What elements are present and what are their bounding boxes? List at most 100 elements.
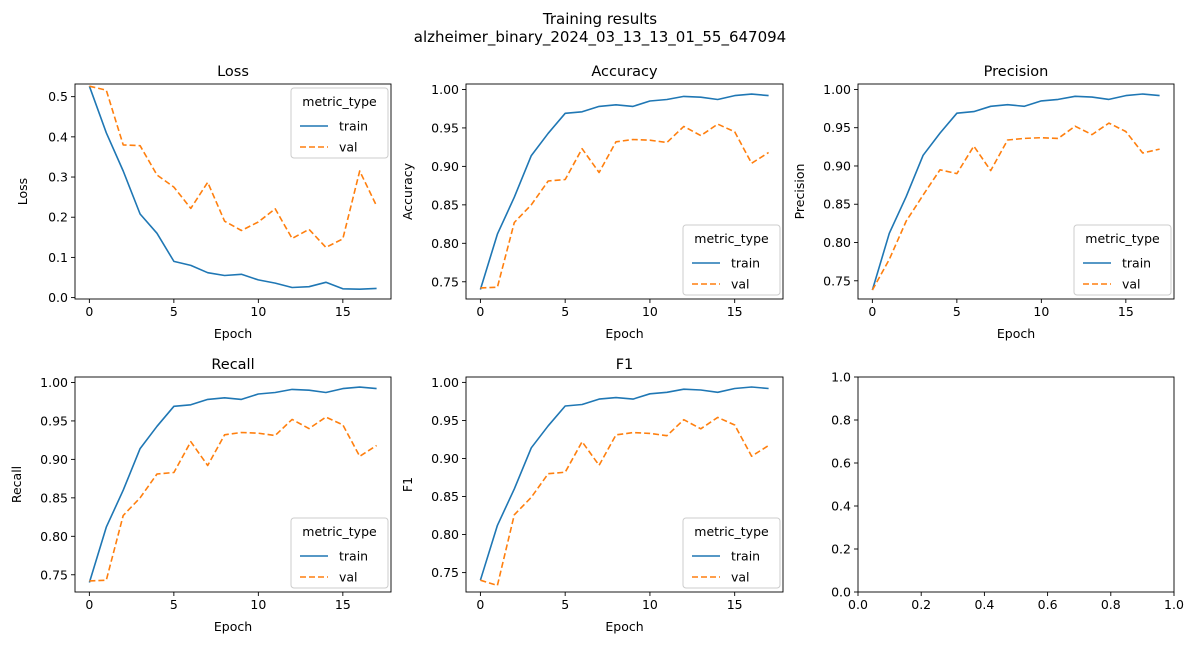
series-line-train <box>479 386 769 581</box>
y-tick-label: 0.95 <box>40 413 68 428</box>
x-tick-label: 5 <box>953 304 961 319</box>
y-tick-label: 0.1 <box>48 250 68 265</box>
y-tick-label: 1.0 <box>831 370 851 385</box>
series-line-train <box>871 93 1160 291</box>
y-tick-label: 0.80 <box>431 527 459 542</box>
series-line-val <box>871 122 1160 291</box>
legend-label-train: train <box>339 549 368 564</box>
figure-title: Training results <box>542 10 658 28</box>
legend-label-val: val <box>339 570 358 585</box>
y-tick-label: 0.6 <box>831 456 851 471</box>
chart-title: Precision <box>984 64 1049 80</box>
y-tick-label: 0.85 <box>431 489 459 504</box>
x-tick-label: 0 <box>85 304 93 319</box>
y-tick-label: 0.90 <box>431 159 459 174</box>
y-tick-label: 0.95 <box>431 413 459 428</box>
legend-label-val: val <box>731 570 750 585</box>
y-tick-label: 0.0 <box>831 585 851 600</box>
x-tick-label: 0 <box>476 304 484 319</box>
legend-label-train: train <box>339 119 368 134</box>
chart-panel-1: 0 5 10 15 0.0 0.1 0.2 0.3 0.4 0.5 Loss Epoch Loss met… <box>15 64 392 341</box>
series-line-val <box>89 416 378 582</box>
figure-subtitle: alzheimer_binary_2024_03_13_13_01_55_647… <box>413 28 787 46</box>
chart-title: Loss <box>217 64 249 80</box>
legend-box <box>1073 224 1172 296</box>
legend-label-val: val <box>731 277 750 292</box>
y-tick-label: 1.00 <box>823 82 851 97</box>
y-tick-label: 0.85 <box>40 490 68 505</box>
x-axis-label: Epoch <box>997 326 1035 341</box>
y-tick-label: 0.85 <box>823 197 851 212</box>
x-tick-label: 15 <box>1118 304 1134 319</box>
x-tick-label: 0.2 <box>911 597 931 612</box>
x-tick-label: 10 <box>642 304 658 319</box>
legend-label-train: train <box>1122 256 1151 271</box>
x-tick-label: 5 <box>561 597 569 612</box>
series-line-train <box>479 93 769 290</box>
y-tick-label: 0.2 <box>831 542 851 557</box>
x-tick-label: 5 <box>561 304 569 319</box>
axes-frame <box>74 83 392 300</box>
legend-title: metric_type <box>694 524 769 539</box>
chart-panel-6: 0.0 0.2 0.4 0.6 0.8 1.0 0.0 0.2 0.4 0.6 0.8 1.0 <box>831 370 1184 613</box>
y-tick-label: 0.95 <box>431 120 459 135</box>
axes-frame <box>74 376 392 593</box>
x-tick-label: 0.4 <box>974 597 994 612</box>
y-tick-label: 0.90 <box>40 452 68 467</box>
x-tick-label: 10 <box>1033 304 1049 319</box>
y-tick-label: 0.80 <box>823 235 851 250</box>
x-tick-label: 15 <box>335 304 351 319</box>
x-tick-label: 10 <box>250 597 266 612</box>
y-axis-label: Loss <box>15 178 30 205</box>
y-tick-label: 0.80 <box>431 236 459 251</box>
x-tick-label: 5 <box>170 597 178 612</box>
x-tick-label: 0 <box>85 597 93 612</box>
legend-label-train: train <box>731 256 760 271</box>
y-tick-label: 0.75 <box>431 565 459 580</box>
legend-label-val: val <box>339 140 358 155</box>
legend-box <box>290 517 389 589</box>
series-line-val <box>480 416 770 587</box>
y-tick-label: 0.75 <box>40 567 68 582</box>
legend-title: metric_type <box>302 94 377 109</box>
axes-frame <box>465 83 784 300</box>
y-tick-label: 1.00 <box>431 82 459 97</box>
chart-panel-4: 0 5 10 15 0.75 0.80 0.85 0.90 0.95 1.00 Recall Epoc… <box>9 357 392 634</box>
chart-title: F1 <box>616 357 634 373</box>
y-axis-label: Accuracy <box>400 162 415 220</box>
chart-title: Recall <box>211 357 254 373</box>
legend-box <box>682 517 781 589</box>
x-tick-label: 0.0 <box>848 597 868 612</box>
chart-panel-3: 0 5 10 15 0.75 0.80 0.85 0.90 0.95 1.00 Precision E… <box>792 64 1175 341</box>
chart-title: Accuracy <box>591 64 658 80</box>
x-tick-label: 0 <box>868 304 876 319</box>
chart-panel-2: 0 5 10 15 0.75 0.80 0.85 0.90 0.95 1.00 Accuracy Ep… <box>400 64 784 341</box>
y-tick-label: 0.85 <box>431 197 459 212</box>
x-axis-label: Epoch <box>214 326 252 341</box>
y-tick-label: 1.00 <box>40 375 68 390</box>
series-line-val <box>480 123 770 289</box>
y-tick-label: 0.90 <box>431 451 459 466</box>
x-tick-label: 15 <box>727 597 743 612</box>
series-line-train <box>88 386 377 583</box>
y-tick-label: 0.75 <box>823 273 851 288</box>
x-axis-label: Epoch <box>605 326 643 341</box>
y-tick-label: 0.0 <box>48 290 68 305</box>
y-tick-label: 0.3 <box>48 170 68 185</box>
legend-title: metric_type <box>1085 231 1160 246</box>
x-tick-label: 0.6 <box>1038 597 1058 612</box>
legend-label-train: train <box>731 549 760 564</box>
axes-frame <box>857 83 1175 300</box>
x-axis-label: Epoch <box>214 619 252 634</box>
y-tick-label: 0.4 <box>831 499 851 514</box>
axes-frame <box>857 376 1175 593</box>
y-tick-label: 0.90 <box>823 158 851 173</box>
x-tick-label: 1.0 <box>1164 597 1184 612</box>
